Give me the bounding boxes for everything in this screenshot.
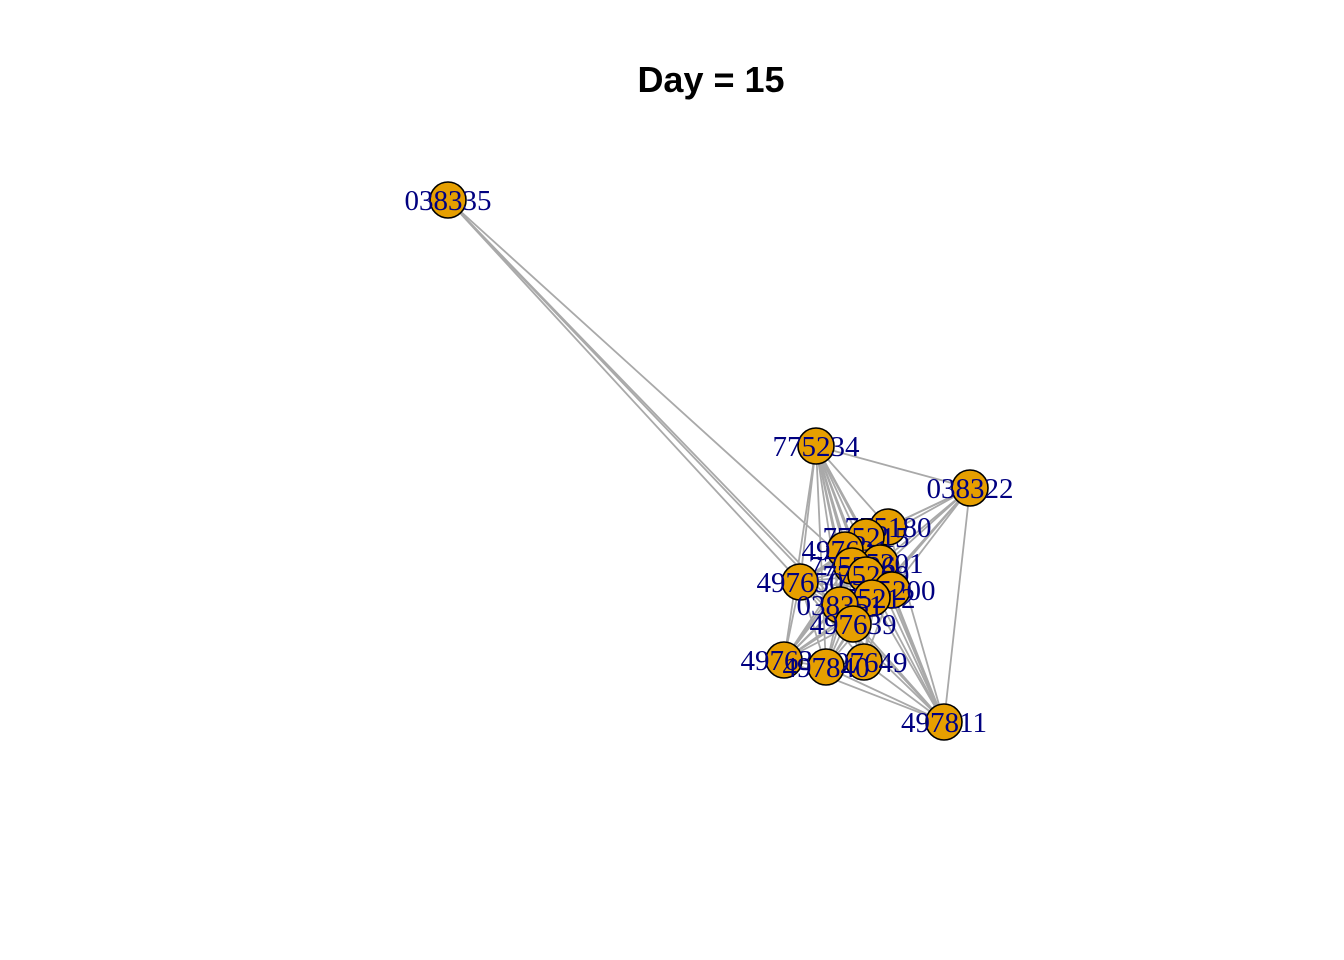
node-038322: 038322	[927, 469, 1014, 507]
node-circle	[765, 641, 803, 679]
edge-775234-497630	[783, 445, 817, 661]
edge-775234-038322	[815, 445, 971, 489]
edge-038322-497811	[943, 487, 971, 723]
edge-775206-497630	[783, 565, 853, 661]
node-circle	[951, 469, 989, 507]
plot-title: Day = 15	[637, 59, 784, 100]
node-circle	[845, 643, 883, 681]
node-circle	[834, 605, 872, 643]
node-label: 497811	[901, 707, 987, 739]
edge-038335-775206	[447, 199, 853, 567]
node-circle	[781, 563, 819, 601]
edge-497840-497811	[825, 666, 945, 723]
node-circle	[429, 181, 467, 219]
edges-layer	[447, 199, 971, 723]
node-label: 497639	[810, 609, 897, 641]
node-038335: 038335	[405, 181, 492, 219]
node-label: 775234	[773, 431, 861, 463]
node-775234: 775234	[773, 427, 861, 465]
node-label: 038335	[405, 185, 492, 217]
node-label: 038322	[927, 473, 1014, 505]
node-circle	[807, 648, 845, 686]
nodes-layer: 0383357752340383227751807752154976317752…	[405, 181, 1014, 741]
edge-775234-497840	[815, 445, 827, 668]
node-label: 497840	[783, 652, 870, 684]
edge-497811-775212	[871, 597, 945, 723]
node-497811: 497811	[901, 703, 987, 741]
edge-038335-497639	[447, 199, 854, 625]
node-497650: 497650	[757, 563, 844, 601]
edge-038322-775200	[891, 487, 971, 591]
node-circle	[925, 703, 963, 741]
node-circle	[797, 427, 835, 465]
edge-038335-497650	[447, 199, 801, 583]
node-497639: 497639	[810, 605, 897, 643]
node-497840: 497840	[783, 648, 870, 686]
